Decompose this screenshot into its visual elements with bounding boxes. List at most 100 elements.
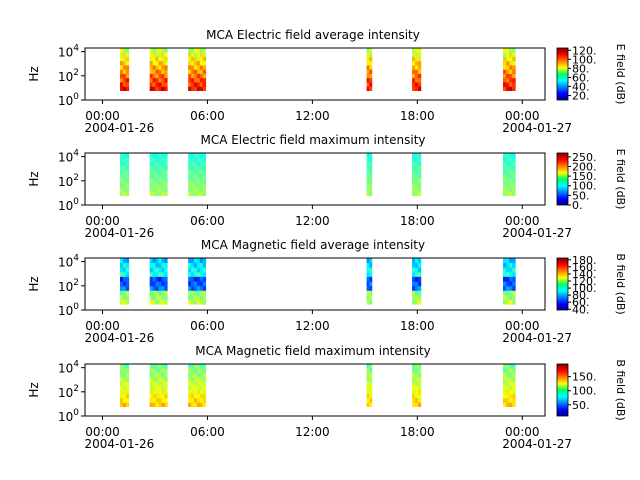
spectrogram-cell [509, 56, 513, 62]
spectrogram-cell [509, 294, 513, 301]
spectrogram-cell [158, 294, 162, 301]
spectrogram-cell [506, 389, 510, 395]
spectrogram-cell [155, 178, 159, 184]
spectrogram-cell [125, 271, 130, 277]
spectrogram-cell [155, 170, 159, 175]
y-tick-label: 102 [58, 384, 79, 400]
spectrogram-cell [506, 165, 510, 171]
spectrogram-cell [503, 174, 507, 179]
spectrogram-cell [512, 69, 516, 74]
spectrogram-cell [412, 258, 416, 264]
spectrogram-cell [506, 271, 510, 277]
spectrogram-cell [202, 376, 207, 382]
spectrogram-cell [506, 174, 510, 179]
spectrogram-cell [199, 187, 204, 192]
spectrogram-cell [122, 157, 127, 162]
spectrogram-cell [191, 161, 195, 167]
spectrogram-cell [414, 276, 419, 282]
x-tick-label: 00:00 [505, 109, 540, 123]
spectrogram-cell [155, 262, 159, 268]
spectrogram-cell [369, 65, 373, 70]
spectrogram-cell [512, 77, 516, 83]
spectrogram-cell [155, 69, 159, 74]
spectrogram-cell [188, 389, 192, 395]
spectrogram-cell [152, 77, 156, 83]
spectrogram-cell [202, 73, 207, 79]
colorbar-tick-label: 60. [572, 296, 590, 309]
spectrogram-cell [412, 381, 416, 386]
spectrogram-cell [417, 182, 422, 188]
spectrogram-cell [412, 56, 416, 62]
spectrogram-cell [414, 389, 419, 395]
spectrogram-cell [202, 271, 207, 277]
spectrogram-cell [119, 281, 124, 287]
data-block [119, 153, 130, 196]
spectrogram-cell [414, 191, 419, 196]
data-block [412, 258, 422, 305]
spectrogram-cell [369, 381, 373, 386]
spectrogram-cell [506, 372, 510, 378]
colorbar-gradient [556, 152, 569, 206]
spectrogram-cell [196, 153, 201, 158]
spectrogram-cell [366, 69, 370, 74]
spectrogram-cell [417, 285, 422, 291]
x-end-date: 2004-01-27 [502, 331, 572, 345]
spectrogram-cell [158, 191, 162, 196]
spectrogram-cell [122, 153, 127, 158]
spectrogram-cell [164, 86, 168, 91]
spectrogram-cell [158, 389, 162, 395]
spectrogram-cell [155, 381, 159, 386]
x-start-date: 2004-01-26 [84, 331, 154, 345]
spectrogram-cell [191, 153, 195, 158]
spectrogram-cell [414, 376, 419, 382]
spectrogram-cell [202, 52, 207, 57]
spectrogram-cell [158, 281, 162, 287]
spectrogram-cell [199, 170, 204, 175]
spectrogram-cell [194, 372, 198, 378]
y-tick-label: 102 [58, 68, 79, 84]
spectrogram-cell [199, 56, 204, 62]
spectrogram-cell [414, 187, 419, 192]
spectrogram-cell [512, 60, 516, 66]
spectrogram-cell [509, 60, 513, 66]
spectrogram-cell [161, 389, 165, 395]
spectrogram-cell [366, 398, 370, 403]
spectrogram-cell [149, 372, 154, 378]
spectrogram-cell [125, 174, 130, 179]
spectrogram-cell [149, 271, 154, 277]
spectrogram-cell [412, 178, 416, 184]
colorbar-label: E field (dB) [614, 44, 627, 105]
spectrogram-cell [417, 368, 422, 373]
spectrogram-cell [412, 60, 416, 66]
spectrogram-cell [155, 281, 159, 287]
spectrogram-cell [196, 389, 201, 395]
spectrogram-cell [503, 165, 507, 171]
spectrogram-cell [366, 73, 370, 79]
spectrogram-cell [125, 294, 130, 301]
spectrogram-cell [188, 191, 192, 196]
x-tick-label: 12:00 [295, 214, 330, 228]
spectrogram-cell [202, 368, 207, 373]
spectrogram-cell [158, 276, 162, 282]
spectrogram-cell [417, 294, 422, 301]
spectrogram-cell [152, 290, 156, 296]
spectrogram-cell [366, 385, 370, 390]
spectrogram-cell [155, 161, 159, 167]
spectrogram-cell [155, 364, 159, 369]
spectrogram-cell [149, 290, 154, 296]
spectrogram-cell [164, 299, 168, 305]
spectrogram-cell [503, 191, 507, 196]
spectrogram-cell [158, 381, 162, 386]
spectrogram-cell [202, 48, 207, 53]
spectrogram-cell [506, 153, 510, 158]
spectrogram-cell [125, 385, 130, 390]
colorbar-tick-label: 40. [572, 303, 590, 316]
x-tick-label: 00:00 [505, 319, 540, 333]
colorbar-tick-label: 140. [572, 268, 597, 281]
colorbar-tick-label: 20. [572, 89, 590, 102]
spectrogram-cell [194, 187, 198, 192]
spectrogram-cell [155, 182, 159, 188]
spectrogram-cell [366, 262, 370, 268]
spectrogram-cell [509, 86, 513, 91]
spectrogram-cell [369, 86, 373, 91]
